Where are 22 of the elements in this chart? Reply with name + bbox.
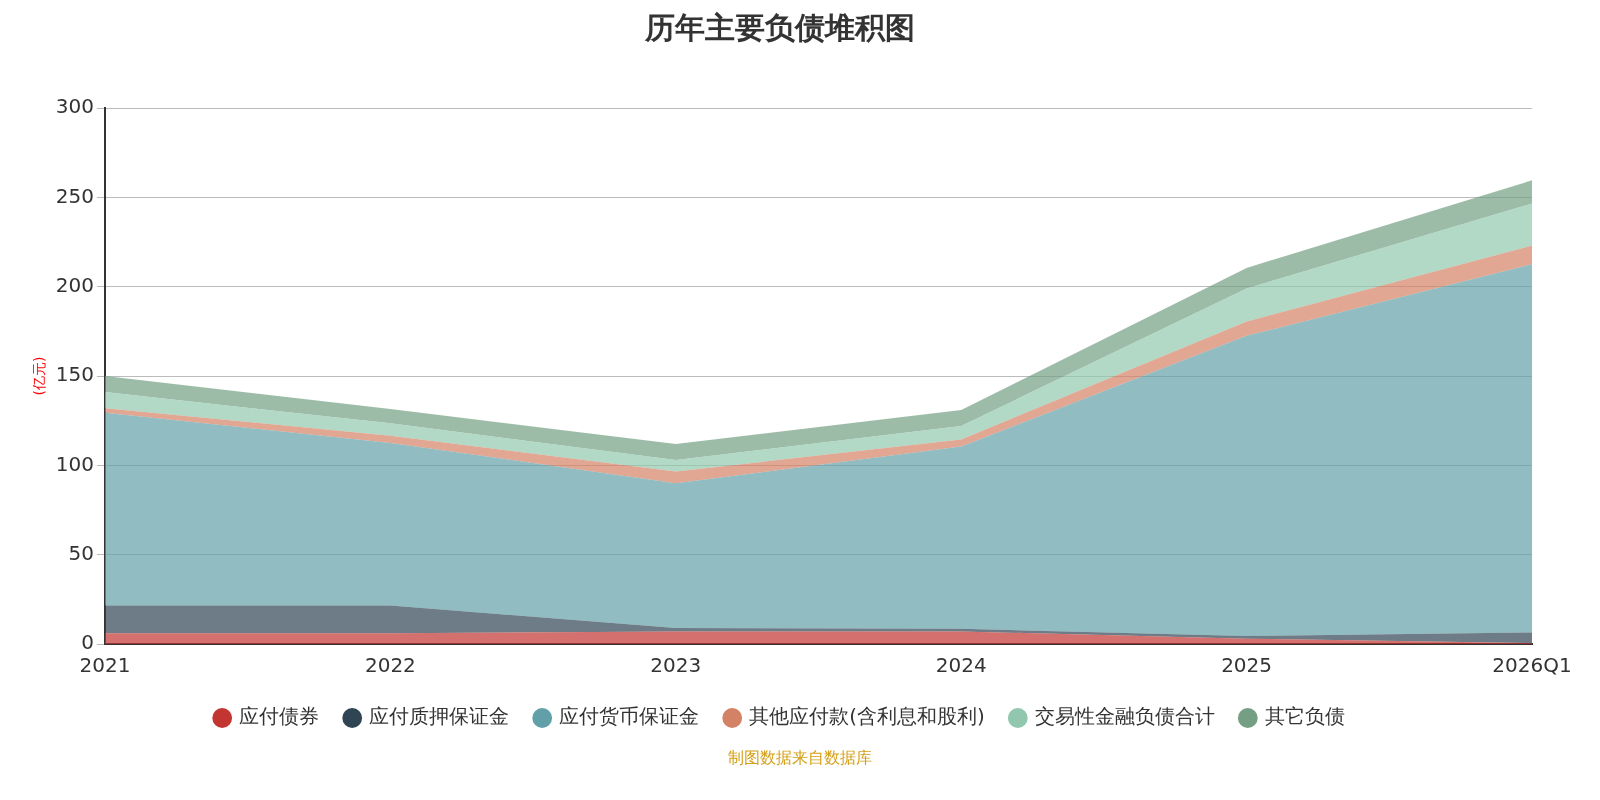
legend-label: 应付货币保证金 bbox=[559, 704, 700, 729]
x-tick-label: 2023 bbox=[650, 653, 702, 678]
y-tick-label: 250 bbox=[55, 183, 94, 208]
y-tick-label: 0 bbox=[81, 630, 94, 655]
y-tick-label: 200 bbox=[55, 272, 94, 297]
x-tick-label: 2022 bbox=[364, 653, 416, 678]
x-tick-label: 2024 bbox=[935, 653, 987, 678]
legend-label: 应付质押保证金 bbox=[369, 704, 510, 729]
x-tick-label: 2021 bbox=[79, 653, 131, 678]
text: 制图数据来自数据库 bbox=[727, 748, 873, 769]
y-axis-title: (亿元) bbox=[31, 356, 48, 396]
legend-label: 其它负债 bbox=[1264, 704, 1345, 729]
y-tick-label: 300 bbox=[55, 94, 94, 119]
y-tick-label: 150 bbox=[55, 362, 94, 387]
x-tick-label: 2025 bbox=[1221, 653, 1273, 678]
legend-label: 应付债券 bbox=[239, 704, 320, 729]
x-tick-label: 2026Q1 bbox=[1492, 653, 1572, 678]
legend-label: 交易性金融负债合计 bbox=[1034, 704, 1215, 729]
y-tick-label: 50 bbox=[68, 540, 94, 565]
chart-title: 历年主要负债堆积图 bbox=[644, 9, 915, 45]
y-tick-label: 100 bbox=[55, 451, 94, 476]
legend-label: 其他应付款(含利息和股利) bbox=[749, 704, 985, 729]
